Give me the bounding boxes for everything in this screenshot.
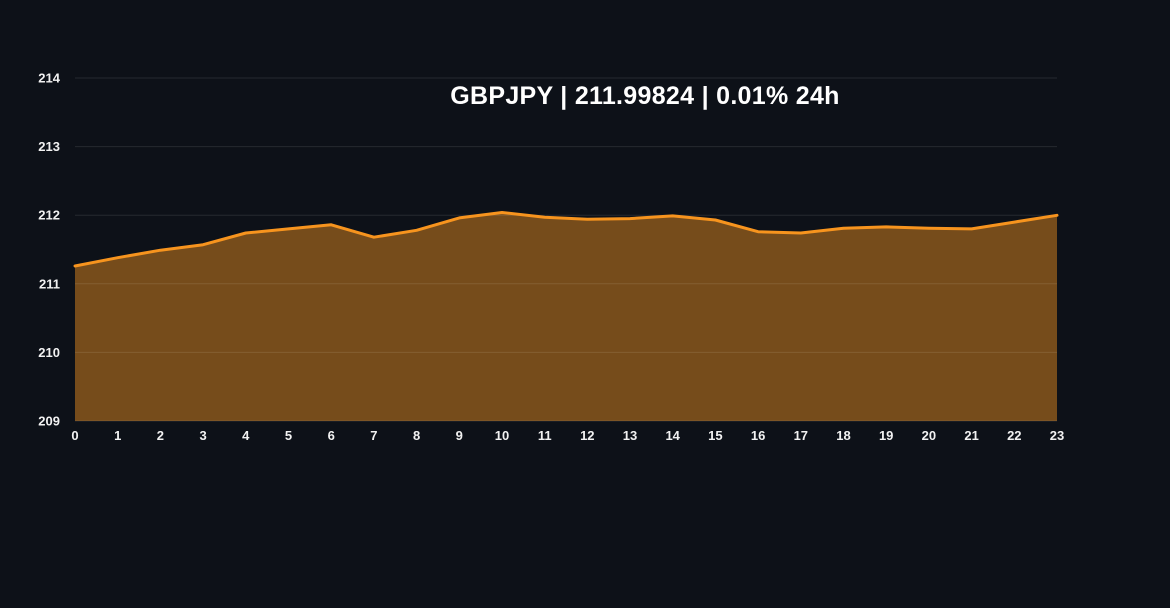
x-tick-label: 16 bbox=[751, 428, 765, 443]
x-tick-label: 4 bbox=[242, 428, 250, 443]
y-tick-label: 212 bbox=[38, 208, 60, 223]
x-tick-label: 9 bbox=[456, 428, 463, 443]
y-tick-label: 210 bbox=[38, 345, 60, 360]
chart-title: GBPJPY | 211.99824 | 0.01% 24h bbox=[450, 82, 840, 110]
x-tick-label: 8 bbox=[413, 428, 420, 443]
y-tick-label: 214 bbox=[38, 71, 60, 86]
x-tick-label: 6 bbox=[328, 428, 335, 443]
x-tick-label: 7 bbox=[370, 428, 377, 443]
x-tick-label: 12 bbox=[580, 428, 594, 443]
x-tick-label: 21 bbox=[964, 428, 978, 443]
x-tick-label: 11 bbox=[538, 428, 552, 443]
x-tick-label: 18 bbox=[836, 428, 850, 443]
x-tick-label: 5 bbox=[285, 428, 292, 443]
x-tick-label: 15 bbox=[708, 428, 722, 443]
x-tick-label: 2 bbox=[157, 428, 164, 443]
y-tick-label: 209 bbox=[38, 414, 60, 429]
x-tick-label: 19 bbox=[879, 428, 893, 443]
x-tick-label: 0 bbox=[71, 428, 78, 443]
x-tick-label: 13 bbox=[623, 428, 637, 443]
area-fill bbox=[75, 212, 1057, 421]
y-tick-label: 211 bbox=[39, 276, 60, 291]
price-line bbox=[73, 211, 1059, 268]
x-tick-label: 23 bbox=[1050, 428, 1064, 443]
x-tick-label: 3 bbox=[199, 428, 206, 443]
x-tick-label: 17 bbox=[794, 428, 808, 443]
x-tick-label: 14 bbox=[665, 428, 680, 443]
x-tick-label: 20 bbox=[922, 428, 936, 443]
x-tick-label: 1 bbox=[114, 428, 121, 443]
y-tick-label: 213 bbox=[38, 139, 60, 154]
x-tick-label: 22 bbox=[1007, 428, 1021, 443]
x-tick-label: 10 bbox=[495, 428, 509, 443]
